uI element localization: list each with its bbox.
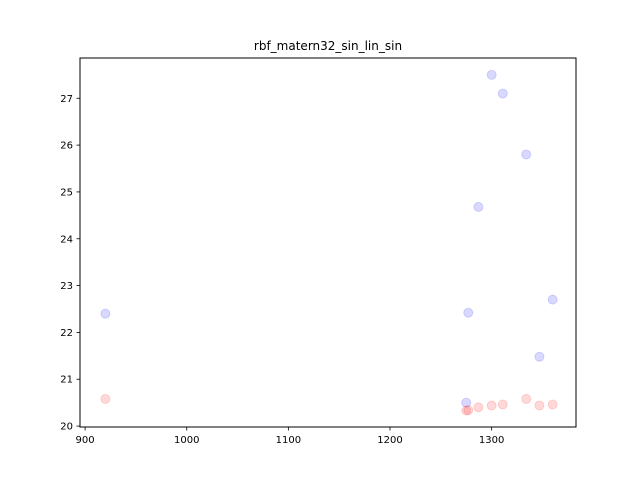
y-axis: 20 21 22 23 24 25 26 27 [60, 94, 80, 433]
x-tick-label: 900 [76, 435, 95, 446]
data-points [100, 69, 558, 416]
series-1-point [463, 405, 474, 416]
y-tick-label: 26 [60, 141, 73, 152]
x-tick-label: 1300 [479, 435, 504, 446]
y-tick-label: 21 [60, 375, 73, 386]
series-0-point [521, 149, 532, 160]
y-tick-label: 25 [60, 187, 73, 198]
series-0-point [100, 308, 111, 319]
series-1-point [521, 393, 532, 404]
series-0-point [534, 351, 545, 362]
series-1-point [486, 400, 497, 411]
x-tick-label: 1200 [377, 435, 402, 446]
series-0-point [547, 294, 558, 305]
x-axis: 900 1000 1100 1200 1300 [76, 427, 504, 446]
chart-title: rbf_matern32_sin_lin_sin [254, 39, 402, 53]
series-0-point [473, 201, 484, 212]
series-1-point [547, 399, 558, 410]
y-tick-label: 22 [60, 328, 73, 339]
y-tick-label: 24 [60, 234, 73, 245]
plot-area-frame [79, 57, 577, 428]
series-0-point [486, 69, 497, 80]
series-1-point [497, 399, 508, 410]
series-1-point [473, 402, 484, 413]
series-1-point [100, 393, 111, 404]
y-tick-label: 27 [60, 94, 73, 105]
series-1-point [534, 400, 545, 411]
series-0-point [463, 307, 474, 318]
series-0-point [497, 88, 508, 99]
y-tick-label: 23 [60, 281, 73, 292]
x-tick-label: 1000 [174, 435, 199, 446]
series-1-point [461, 405, 472, 416]
x-tick-label: 1100 [276, 435, 301, 446]
y-tick-label: 20 [60, 422, 73, 433]
series-0-point [461, 397, 472, 408]
